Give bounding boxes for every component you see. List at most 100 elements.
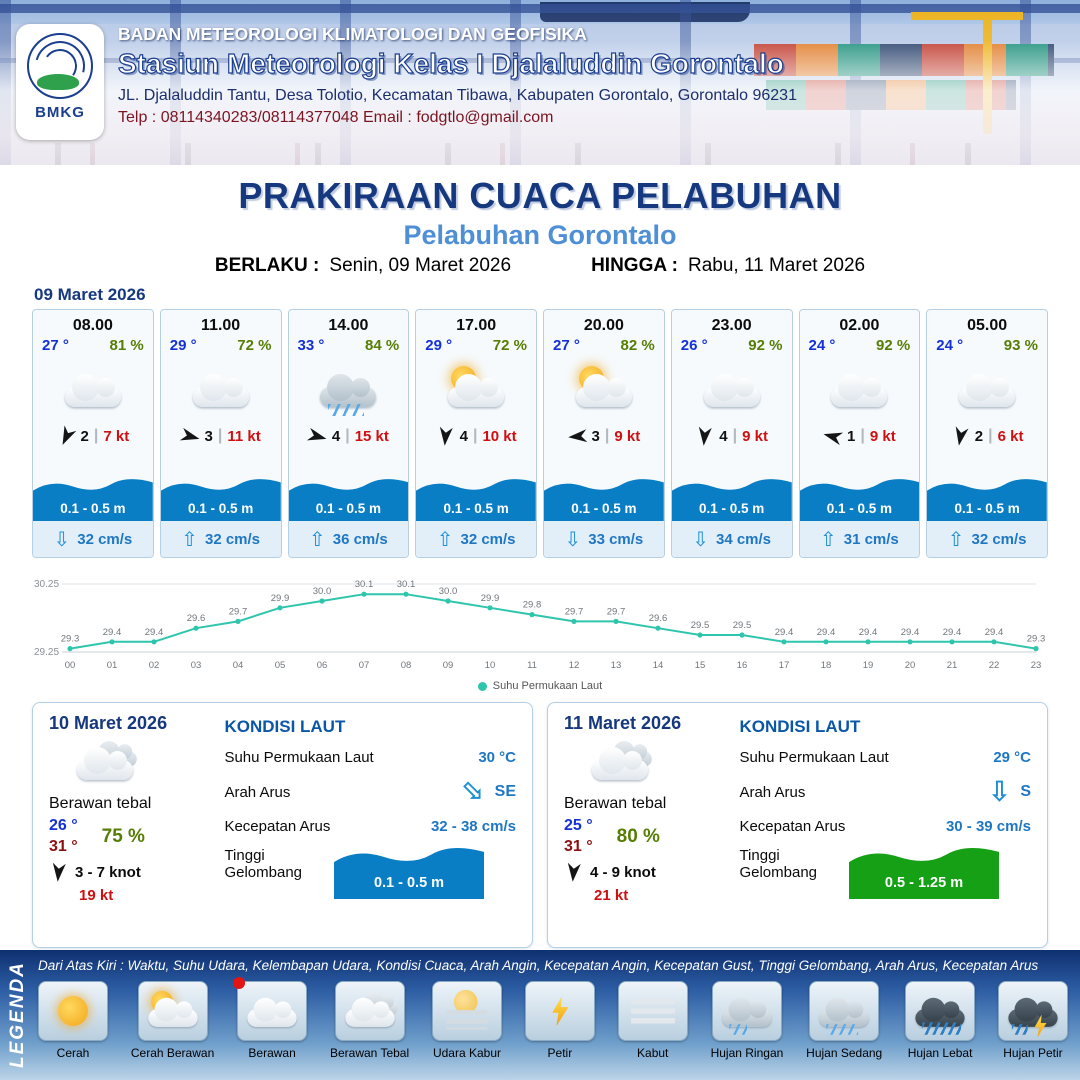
daily-temp-max: 31 °: [564, 838, 593, 855]
sst-chart: 30.2529.2529.30029.40129.40229.60329.704…: [34, 579, 1045, 671]
wave-icon: [416, 479, 536, 521]
temp-humidity-row: 24 ° 92 %: [800, 335, 920, 354]
berawan-icon: [827, 365, 891, 413]
temp-humidity-row: 26 ° 92 %: [672, 335, 792, 354]
legend-item-label: Hujan Sedang: [806, 1046, 883, 1060]
valid-from-label: BERLAKU :: [214, 255, 320, 276]
data-point: [1033, 646, 1039, 652]
icon-part: [446, 1010, 488, 1030]
legend-item: Kabut: [617, 981, 688, 1060]
card-current-speed: 32 cm/s: [204, 530, 261, 548]
wave-height-value: 0.1 - 0.5 m: [698, 501, 765, 516]
legend-item: Berawan Tebal: [330, 981, 409, 1060]
card-humidity: 93 %: [1003, 337, 1038, 354]
sea-row-sst: Suhu Permukaan Laut 29 °C: [739, 749, 1031, 766]
wind-direction-arrow: [567, 862, 581, 882]
daily-temp-min: 26 °: [49, 817, 78, 834]
harbor-illustration: [0, 0, 1080, 165]
wind-direction-arrow: [306, 427, 327, 440]
card-wind-row: 4 | 9 kt: [672, 424, 792, 448]
card-wind-value: 4: [331, 427, 341, 445]
x-tick-label: 16: [737, 660, 748, 671]
daily-temp-max: 31 °: [49, 838, 78, 855]
sea-row-speed: Kecepatan Arus 30 - 39 cm/s: [739, 818, 1031, 835]
data-label: 30.0: [313, 586, 332, 597]
daily-wind-range: 3 - 7 knot: [75, 864, 141, 881]
legend-items: Cerah Cerah Berawan Berawan Berawan Tebal Ud…: [38, 977, 1068, 1060]
divider: |: [860, 427, 865, 444]
berawan-icon: [61, 365, 125, 413]
divider: |: [93, 427, 99, 444]
icon-part: [722, 997, 772, 1027]
x-tick-label: 19: [863, 660, 874, 671]
sea-row-direction: Arah Arus ⇩ SE: [224, 771, 516, 812]
hourly-forecast-cards: 08.00 27 ° 81 % 2 | 7 kt 0.1 - 0.5 m ⇩ 32 cm/s 11…: [32, 309, 1048, 558]
card-wind-value: 4: [719, 427, 728, 445]
sea-row-wave: Tinggi Gelombang 0.1 - 0.5 m: [224, 847, 516, 899]
cerah-berawan-icon: [572, 365, 636, 413]
x-tick-label: 05: [275, 660, 286, 671]
card-humidity: 92 %: [748, 337, 783, 354]
data-label: 29.4: [859, 627, 878, 638]
temp-humidity-row: 24 ° 93 %: [927, 335, 1047, 354]
icon-part: [147, 997, 198, 1027]
chart-legend: Suhu Permukaan Laut: [32, 680, 1048, 692]
legend-item: Petir: [524, 981, 595, 1060]
data-point: [571, 618, 577, 624]
current-direction-arrow-icon: ⇧: [308, 527, 326, 551]
icon-part: [1034, 1014, 1047, 1038]
x-tick-label: 12: [569, 660, 580, 671]
wave-height-value: 0.1 - 0.5 m: [373, 875, 445, 891]
wave-height-band: 0.1 - 0.5 m: [33, 475, 153, 521]
icon-part: [64, 374, 121, 407]
legend-section: LEGENDA Dari Atas Kiri : Waktu, Suhu Uda…: [0, 950, 1080, 1080]
card-wind-row: 4 | 15 kt: [289, 424, 409, 448]
marker-dot-icon: [233, 977, 246, 989]
temp-humidity-row: 29 ° 72 %: [416, 335, 536, 354]
title-section: PRAKIRAAN CUACA PELABUHAN Pelabuhan Goro…: [0, 165, 1080, 277]
wave-height-value: 0.1 - 0.5 m: [571, 501, 637, 516]
x-tick-label: 10: [485, 660, 496, 671]
card-wind-value: 3: [204, 427, 213, 445]
card-weather-icon-box: [33, 354, 153, 424]
current-speed-label: Kecepatan Arus: [739, 818, 846, 835]
bmkg-logo-text: BMKG: [35, 104, 85, 121]
data-point: [109, 639, 115, 645]
wave-height-value: 0.1 - 0.5 m: [954, 501, 1020, 516]
cerah-icon: [45, 990, 101, 1032]
card-time: 05.00: [967, 317, 1008, 334]
card-current-speed: 33 cm/s: [588, 530, 644, 548]
x-tick-label: 15: [695, 660, 706, 671]
icon-part: [729, 1024, 747, 1035]
daily-humidity: 75 %: [101, 825, 145, 847]
daily-wind-row: 4 - 9 knot: [564, 862, 725, 882]
wave-icon: [160, 479, 281, 521]
legend-tile-cerah-berawan: [137, 981, 208, 1041]
current-speed-value: 32 - 38 cm/s: [430, 818, 516, 835]
page-title: PRAKIRAAN CUACA PELABUHAN: [238, 175, 842, 216]
valid-until-label: HINGGA :: [591, 255, 678, 276]
legend-item-label: Udara Kabur: [432, 1046, 502, 1060]
daily-temps-row: 26 ° 31 ° 75 %: [49, 817, 210, 856]
daily-summary: 10 Maret 2026 Berawan tebal 26 ° 31 ° 75 % 3 …: [49, 713, 210, 937]
temp-humidity-row: 29 ° 72 %: [161, 335, 281, 354]
wave-height-value: 0.1 - 0.5 m: [826, 501, 893, 516]
legend-title: LEGENDA: [7, 961, 28, 1069]
daily-card: 10 Maret 2026 Berawan tebal 26 ° 31 ° 75 % 3 …: [32, 702, 533, 948]
legend-tile-petir: [524, 981, 595, 1041]
legend-item-label: Berawan: [248, 1046, 296, 1060]
daily-date: 10 Maret 2026: [49, 713, 168, 733]
data-point: [529, 612, 535, 618]
current-direction-value: ⇩ S: [987, 775, 1031, 808]
wind-direction-arrow: [439, 426, 453, 446]
data-point: [361, 591, 367, 597]
data-label: 29.8: [523, 600, 542, 611]
wave-icon: [288, 479, 409, 521]
card-wind-row: 3 | 9 kt: [544, 424, 664, 448]
udara-kabur-icon: [439, 989, 495, 1032]
daily-date: 11 Maret 2026: [564, 713, 682, 733]
legend-tile-hujan-sedang: [809, 981, 880, 1041]
legend-item-label: Cerah Berawan: [130, 1046, 215, 1060]
wave-height-value: 0.1 - 0.5 m: [315, 501, 382, 516]
current-direction-value: ⇩ SE: [453, 771, 516, 812]
